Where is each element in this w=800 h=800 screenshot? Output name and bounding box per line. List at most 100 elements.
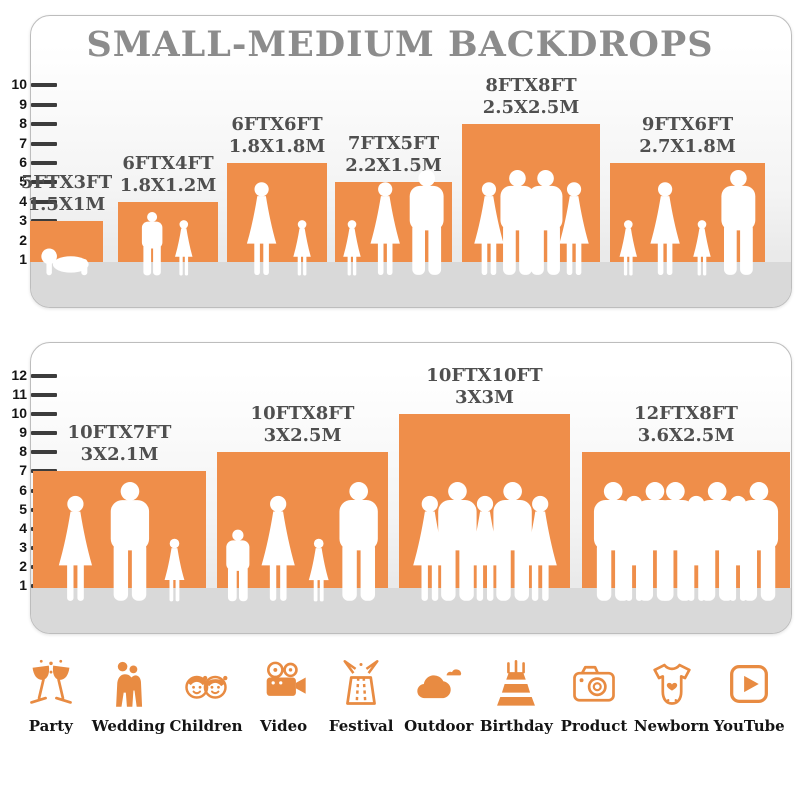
backdrop-size-label: 10FTX7FT 3X2.1M [68, 422, 172, 466]
size-feet-text: 5FTX3FT [20, 172, 113, 194]
ruler-tick-label: 3 [19, 538, 27, 555]
ruler-tick [31, 373, 57, 378]
youtube-icon [723, 652, 775, 710]
ruler-tick-label: 5 [19, 173, 27, 190]
newborn-icon [646, 652, 698, 710]
backdrop-size-label: 7FTX5FT 2.2X1.5M [345, 133, 442, 177]
ruler-tick-label: 2 [19, 557, 27, 574]
size-feet-text: 6FTX4FT [122, 152, 214, 174]
category-label: Outdoor [404, 717, 474, 735]
wedding-icon [102, 652, 154, 710]
festival-icon [335, 652, 387, 710]
ruler-tick-label: 7 [19, 134, 27, 151]
ruler-tick-label: 6 [19, 481, 27, 498]
video-icon [258, 652, 310, 710]
people-silhouette [467, 168, 596, 276]
ruler-tick-label: 7 [19, 462, 27, 479]
size-meters-text: 2.7X1.8M [639, 136, 736, 157]
size-meters-text: 1.8X1.8M [228, 136, 326, 157]
size-meters-text: 1.5X1M [27, 194, 106, 216]
ruler-tick-label: 6 [19, 154, 27, 170]
people-silhouette [615, 168, 760, 276]
people-silhouette [589, 480, 783, 602]
ruler-tick [31, 122, 57, 127]
category-item-children: Children [167, 652, 245, 735]
ruler-tick-label: 11 [12, 386, 27, 402]
people-silhouette [405, 480, 565, 602]
ruler-tick [31, 393, 57, 397]
backdrop-size-label: 10FTX8FT 3X2.5M [251, 403, 355, 447]
people-silhouette [51, 480, 189, 602]
ruler-tick-label: 10 [11, 405, 27, 422]
size-feet-text: 8FTX8FT [485, 75, 577, 97]
backdrop-size-label: 6FTX6FT 1.8X1.8M [229, 114, 326, 158]
backdrop-size-label: 5FTX3FT 1.5X1M [21, 172, 112, 216]
ruler-tick-label: 8 [19, 443, 27, 460]
size-meters-text: 1.8X1.2M [119, 174, 217, 196]
category-label: Wedding [91, 717, 166, 735]
backdrop-bar [118, 201, 218, 262]
size-meters-text: 2.2X1.5M [345, 155, 442, 177]
ruler-tick-label: 4 [19, 519, 27, 536]
children-icon [180, 652, 232, 710]
size-feet-text: 10FTX7FT [67, 422, 172, 444]
size-meters-text: 3X2.5M [263, 425, 342, 447]
category-label: Festival [328, 717, 394, 735]
category-item-video: Video [245, 652, 323, 735]
ruler-tick [31, 83, 57, 88]
size-meters-text: 3.6X2.5M [637, 425, 735, 447]
size-feet-text: 6FTX6FT [231, 114, 323, 135]
category-item-festival: Festival [322, 652, 400, 735]
size-meters-text: 2.5X2.5M [482, 97, 580, 119]
ruler-tick [31, 161, 57, 165]
ruler-tick-label: 1 [19, 251, 27, 267]
people-silhouette [240, 180, 315, 276]
backdrop-bar [227, 163, 327, 262]
ruler-tick [31, 102, 57, 107]
ruler-tick-label: 4 [19, 192, 27, 209]
category-item-outdoor: Outdoor [400, 652, 478, 735]
people-silhouette [139, 210, 197, 276]
party-icon [25, 652, 77, 710]
category-label: YouTube [713, 717, 785, 735]
category-item-wedding: Wedding [90, 652, 168, 735]
size-chart-panel-large: 1 2 3 4 5 6 7 8 9 10 11 12 10FTX7FT 3X2.1M 10FTX8FT 3X2… [0, 342, 800, 634]
ruler-tick-label: 10 [11, 76, 27, 93]
ruler-tick [31, 180, 57, 185]
people-silhouette [40, 240, 93, 276]
backdrop-size-label: 10FTX10FT 3X3M [426, 365, 542, 409]
size-feet-text: 9FTX6FT [641, 114, 734, 135]
ruler-tick-label: 3 [19, 212, 27, 229]
ruler-tick-label: 8 [19, 115, 27, 132]
category-item-product: Product [555, 652, 633, 735]
category-label: Product [560, 717, 628, 735]
category-item-youtube: YouTube [710, 652, 788, 735]
backdrop-size-label: 8FTX8FT 2.5X2.5M [483, 75, 580, 119]
ruler-tick-label: 5 [19, 500, 27, 517]
ruler-tick [31, 431, 57, 436]
page-title: SMALL-MEDIUM BACKDROPS [86, 24, 714, 65]
ruler-tick-label: 1 [19, 577, 27, 593]
ruler-tick [31, 199, 57, 204]
people-silhouette [223, 480, 383, 602]
size-meters-text: 3X3M [455, 387, 514, 409]
ruler-tick-label: 9 [19, 95, 27, 112]
size-feet-text: 7FTX5FT [347, 133, 440, 155]
category-item-birthday: Birthday [478, 652, 556, 735]
outdoor-icon [413, 652, 465, 710]
size-feet-text: 10FTX8FT [250, 403, 355, 425]
people-silhouette [339, 168, 448, 276]
ruler-tick [31, 412, 57, 417]
category-label: Birthday [479, 717, 553, 735]
category-item-party: Party [12, 652, 90, 735]
birthday-icon [490, 652, 542, 710]
backdrop-size-label: 6FTX4FT 1.8X1.2M [120, 153, 217, 197]
category-label: Video [260, 717, 308, 735]
category-label: Newborn [633, 717, 710, 735]
category-label: Children [169, 717, 243, 735]
size-meters-text: 3X2.1M [80, 444, 159, 466]
category-item-newborn: Newborn [633, 652, 711, 735]
backdrop-size-label: 12FTX8FT 3.6X2.5M [634, 403, 738, 447]
ruler-tick [31, 141, 57, 146]
product-icon [568, 652, 620, 710]
